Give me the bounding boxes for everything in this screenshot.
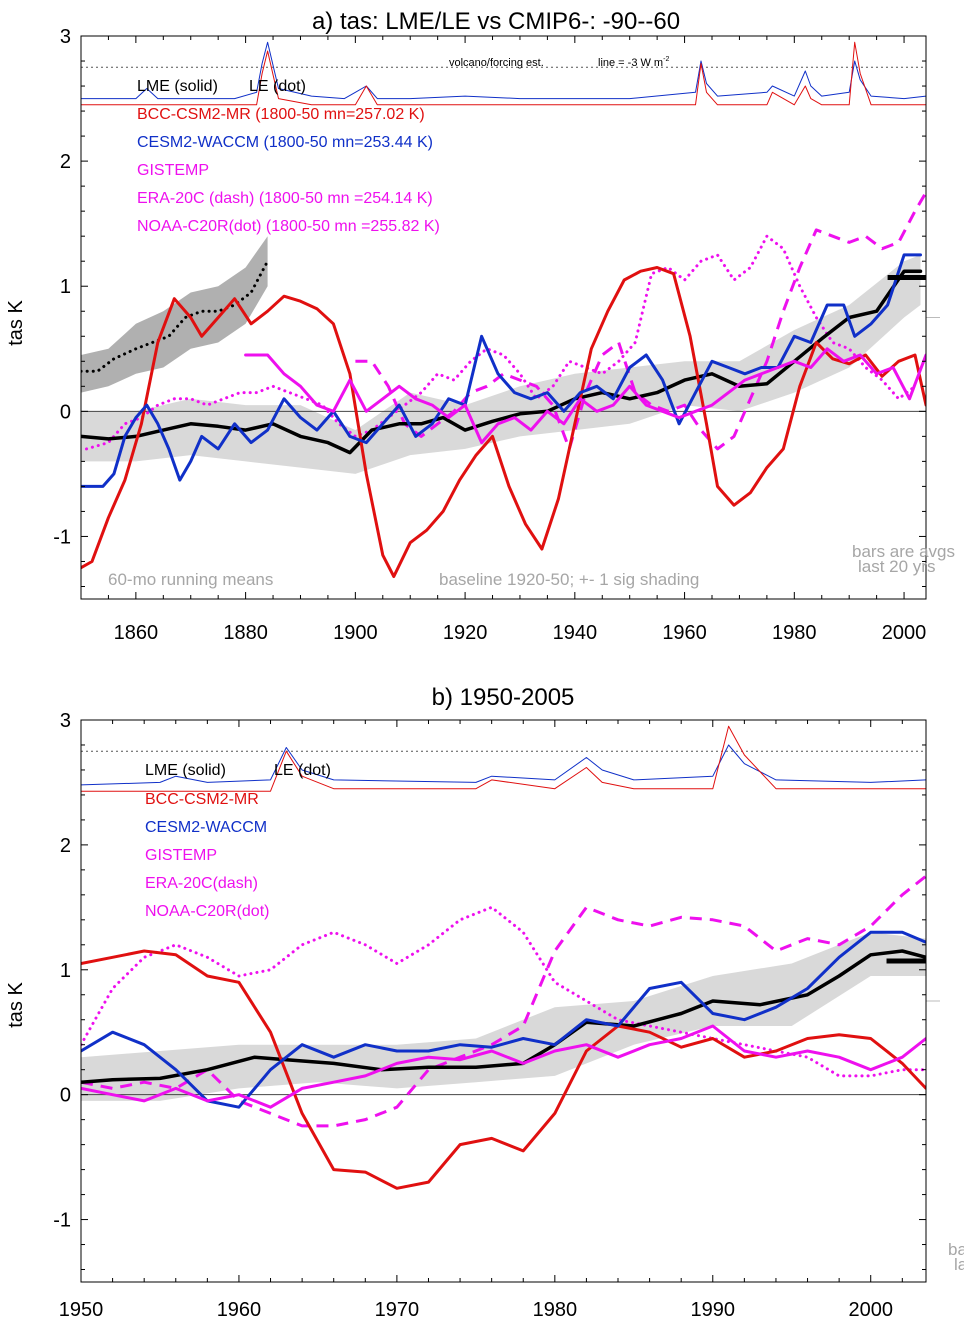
series-forcing-bcc-red-thin (81, 41, 926, 106)
x-tick-label: 2000 (848, 1299, 893, 1321)
y-tick-label: 0 (60, 1085, 71, 1107)
series-noaa-c20r-dot (81, 905, 926, 1078)
bars-note-1: ba (948, 1240, 964, 1259)
series-forcing-le-blue-thin (81, 41, 926, 100)
panel-b-legend: LME (solid) LE (dot) BCC-CSM2-MR CESM2-W… (145, 762, 331, 920)
plot-frame (80, 719, 927, 1283)
panel-a-legend: LME (solid) LE (dot) BCC-CSM2-MR (1800-5… (137, 78, 440, 235)
series-bcc-csm2-mr (81, 949, 926, 1190)
y-tick-label: 2 (60, 151, 71, 173)
x-tick-label: 1990 (691, 1299, 736, 1321)
legend-bcc: BCC-CSM2-MR (145, 791, 259, 808)
x-tick-label: 1880 (223, 622, 268, 644)
legend-bcc: BCC-CSM2-MR (1800-50 mn=257.02 K) (137, 106, 425, 123)
y-tick-label: 3 (60, 710, 71, 732)
y-tick-label: 3 (60, 26, 71, 48)
legend-cesm: CESM2-WACCM (145, 819, 267, 836)
x-tick-label: 1980 (533, 1299, 578, 1321)
y-tick-label: -1 (53, 1210, 71, 1232)
legend-lme: LME (solid) (145, 762, 226, 779)
series-forcing-le-blue-thin (81, 744, 926, 786)
legend-le: LE (dot) (249, 78, 306, 95)
panel-b: -1 0 1 2 3 1950 1960 1970 1980 1990 2000 b) 1950-2… (5, 684, 964, 1321)
band-lme-spread (81, 254, 921, 474)
y-tick-label: 2 (60, 835, 71, 857)
series-layer (81, 725, 926, 1190)
forcing-line-label: line = -3 W m-2 (598, 56, 669, 69)
series-lme-solid (81, 269, 923, 455)
series-lme-solid (81, 949, 926, 1084)
x-tick-label: 1900 (333, 622, 378, 644)
forcing-line-sup: -2 (663, 56, 669, 63)
x-tick-label: 1980 (772, 622, 817, 644)
series-bcc-csm2-mr (81, 266, 926, 578)
plot-area-a: -1 0 1 2 3 1860 1880 1900 1920 1940 1960 1980 2000 (53, 26, 940, 644)
forcing-line-text: line = -3 W m (598, 57, 663, 69)
y-tick-label: -1 (53, 526, 71, 548)
series-gistemp (81, 1024, 926, 1109)
running-mean-note: 60-mo running means (108, 570, 273, 589)
panel-a-annotations: volcano/forcing est. line = -3 W m-2 60-… (108, 56, 955, 589)
panel-a-ylabel: tas K (5, 300, 27, 346)
series-forcing-bcc-red-thin (81, 725, 926, 792)
x-tick-label: 1960 (662, 622, 707, 644)
panel-a-title: a) tas: LME/LE vs CMIP6-: -90--60 (312, 8, 680, 35)
y-tick-label: 1 (60, 960, 71, 982)
bars-note-2: last 20 yrs (858, 557, 935, 576)
forcing-note: volcano/forcing est. (449, 57, 544, 69)
legend-noaa: NOAA-C20R(dot) (1800-50 mn =255.82 K) (137, 218, 440, 235)
bars-note-1: bars are avgs (852, 542, 955, 561)
series-era-20c (355, 191, 926, 451)
series-gistemp (244, 347, 926, 445)
legend-gistemp: GISTEMP (145, 847, 217, 864)
legend-cesm: CESM2-WACCM (1800-50 mn=253.44 K) (137, 134, 433, 151)
series-cesm2-waccm (81, 930, 926, 1109)
panel-a: -1 0 1 2 3 1860 1880 1900 1920 1940 1960 1980 2000 a… (5, 8, 955, 644)
plot-area-b: -1 0 1 2 3 1950 1960 1970 1980 1990 2000 (53, 710, 940, 1321)
panel-b-annotations: ba la (948, 1240, 964, 1274)
legend-gistemp: GISTEMP (137, 162, 209, 179)
x-tick-label: 1970 (375, 1299, 420, 1321)
x-tick-label: 2000 (882, 622, 927, 644)
baseline-note: baseline 1920-50; +- 1 sig shading (439, 570, 699, 589)
legend-le: LE (dot) (274, 762, 331, 779)
legend-era20c: ERA-20C (dash) (1800-50 mn =254.14 K) (137, 190, 433, 207)
legend-noaa: NOAA-C20R(dot) (145, 903, 269, 920)
band-le-spread (81, 236, 268, 393)
plot-frame (80, 35, 927, 600)
x-tick-label: 1940 (553, 622, 598, 644)
bars-note-2: la (954, 1255, 964, 1274)
x-tick-label: 1960 (217, 1299, 262, 1321)
y-tick-label: 1 (60, 276, 71, 298)
x-tick-label: 1950 (59, 1299, 104, 1321)
x-tick-label: 1860 (114, 622, 159, 644)
panel-b-ylabel: tas K (5, 982, 27, 1028)
legend-lme: LME (solid) (137, 78, 218, 95)
x-tick-label: 1920 (443, 622, 488, 644)
legend-era20c: ERA-20C(dash) (145, 875, 258, 892)
y-tick-label: 0 (60, 401, 71, 423)
series-layer (81, 41, 926, 578)
panel-b-title: b) 1950-2005 (432, 684, 575, 711)
